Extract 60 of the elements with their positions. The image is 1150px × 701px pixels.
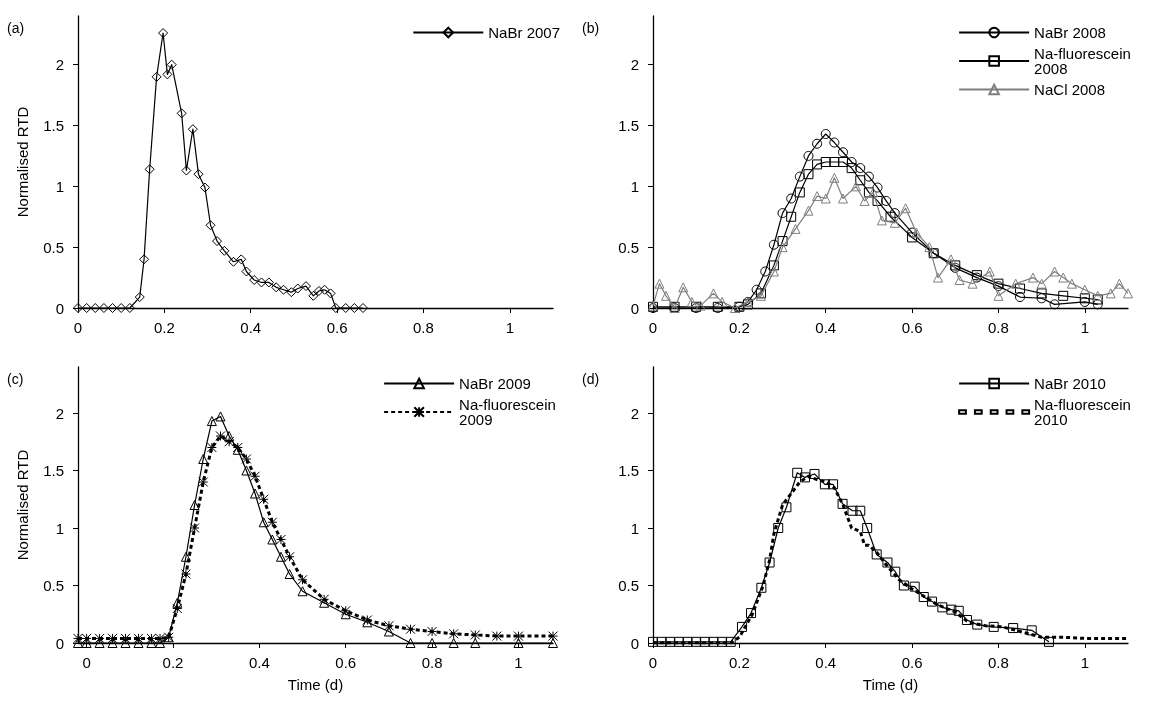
y-tick-label: 0.5 <box>43 577 64 594</box>
legend-label: Na-fluorescein 2008 <box>1034 45 1136 77</box>
y-axis-title: Normalised RTD <box>14 106 31 218</box>
chart-title: (c) <box>7 371 24 387</box>
legend-label: NaCl 2008 <box>1034 81 1106 98</box>
x-tick-label: 0.4 <box>815 654 837 671</box>
x-tick-label: 0 <box>648 319 658 336</box>
y-tick-label: 1 <box>55 177 64 195</box>
legend-label: NaBr 2009 <box>459 375 531 392</box>
legend-label: Na-fluorescein 2009 <box>459 396 561 428</box>
y-tick-label: 0.5 <box>618 238 639 256</box>
chart-title: (a) <box>7 20 25 36</box>
x-tick-label: 0.8 <box>421 654 443 671</box>
chart-title: (b) <box>582 20 600 36</box>
x-axis-title: Time (d) <box>862 676 919 693</box>
x-tick-label: 0 <box>82 654 91 671</box>
y-tick-label: 0 <box>630 299 639 317</box>
x-tick-label: 1 <box>1080 654 1089 671</box>
legend-label: Na-fluorescein 2010 <box>1034 396 1136 428</box>
y-tick-label: 1 <box>55 519 64 537</box>
legend-label: NaBr 2007 <box>488 24 561 41</box>
x-tick-label: 0.6 <box>335 654 357 671</box>
y-tick-label: 0.5 <box>43 238 64 256</box>
x-tick-label: 0.8 <box>988 319 1009 336</box>
x-tick-label: 0.6 <box>901 319 923 336</box>
y-tick-label: 0 <box>630 634 639 652</box>
x-tick-label: 0 <box>648 654 658 671</box>
y-tick-label: 0.5 <box>618 577 639 594</box>
x-tick-label: 0.8 <box>988 654 1009 671</box>
y-axis-title: Normalised RTD <box>14 449 31 561</box>
x-tick-label: 0.8 <box>413 319 434 336</box>
x-tick-label: 1 <box>505 319 514 336</box>
y-tick-label: 2 <box>630 404 639 422</box>
x-axis-title: Time (d) <box>287 676 344 693</box>
x-tick-label: 0.6 <box>326 319 348 336</box>
x-tick-label: 0.4 <box>815 319 837 336</box>
y-tick-label: 1.5 <box>43 462 64 479</box>
y-tick-label: 1.5 <box>618 117 639 134</box>
y-tick-label: 1.5 <box>43 117 64 134</box>
x-tick-label: 0.2 <box>728 319 750 336</box>
legend-label: NaBr 2008 <box>1034 24 1106 41</box>
x-tick-label: 0.2 <box>162 654 184 671</box>
x-tick-label: 0.6 <box>901 654 923 671</box>
legend-label: NaBr 2010 <box>1034 375 1106 392</box>
y-tick-label: 2 <box>55 56 64 74</box>
x-tick-label: 1 <box>514 654 523 671</box>
y-tick-label: 2 <box>630 56 639 74</box>
y-tick-label: 1.5 <box>618 462 639 479</box>
x-tick-label: 0.2 <box>153 319 175 336</box>
x-tick-label: 0.2 <box>728 654 750 671</box>
y-tick-label: 1 <box>630 177 639 195</box>
x-tick-label: 0 <box>73 319 83 336</box>
x-tick-label: 1 <box>1080 319 1089 336</box>
y-tick-label: 2 <box>55 404 64 422</box>
y-tick-label: 0 <box>55 299 64 317</box>
x-tick-label: 0.4 <box>240 319 262 336</box>
y-tick-label: 1 <box>630 519 639 537</box>
x-tick-label: 0.4 <box>248 654 270 671</box>
chart-title: (d) <box>582 371 600 387</box>
y-tick-label: 0 <box>55 634 64 652</box>
